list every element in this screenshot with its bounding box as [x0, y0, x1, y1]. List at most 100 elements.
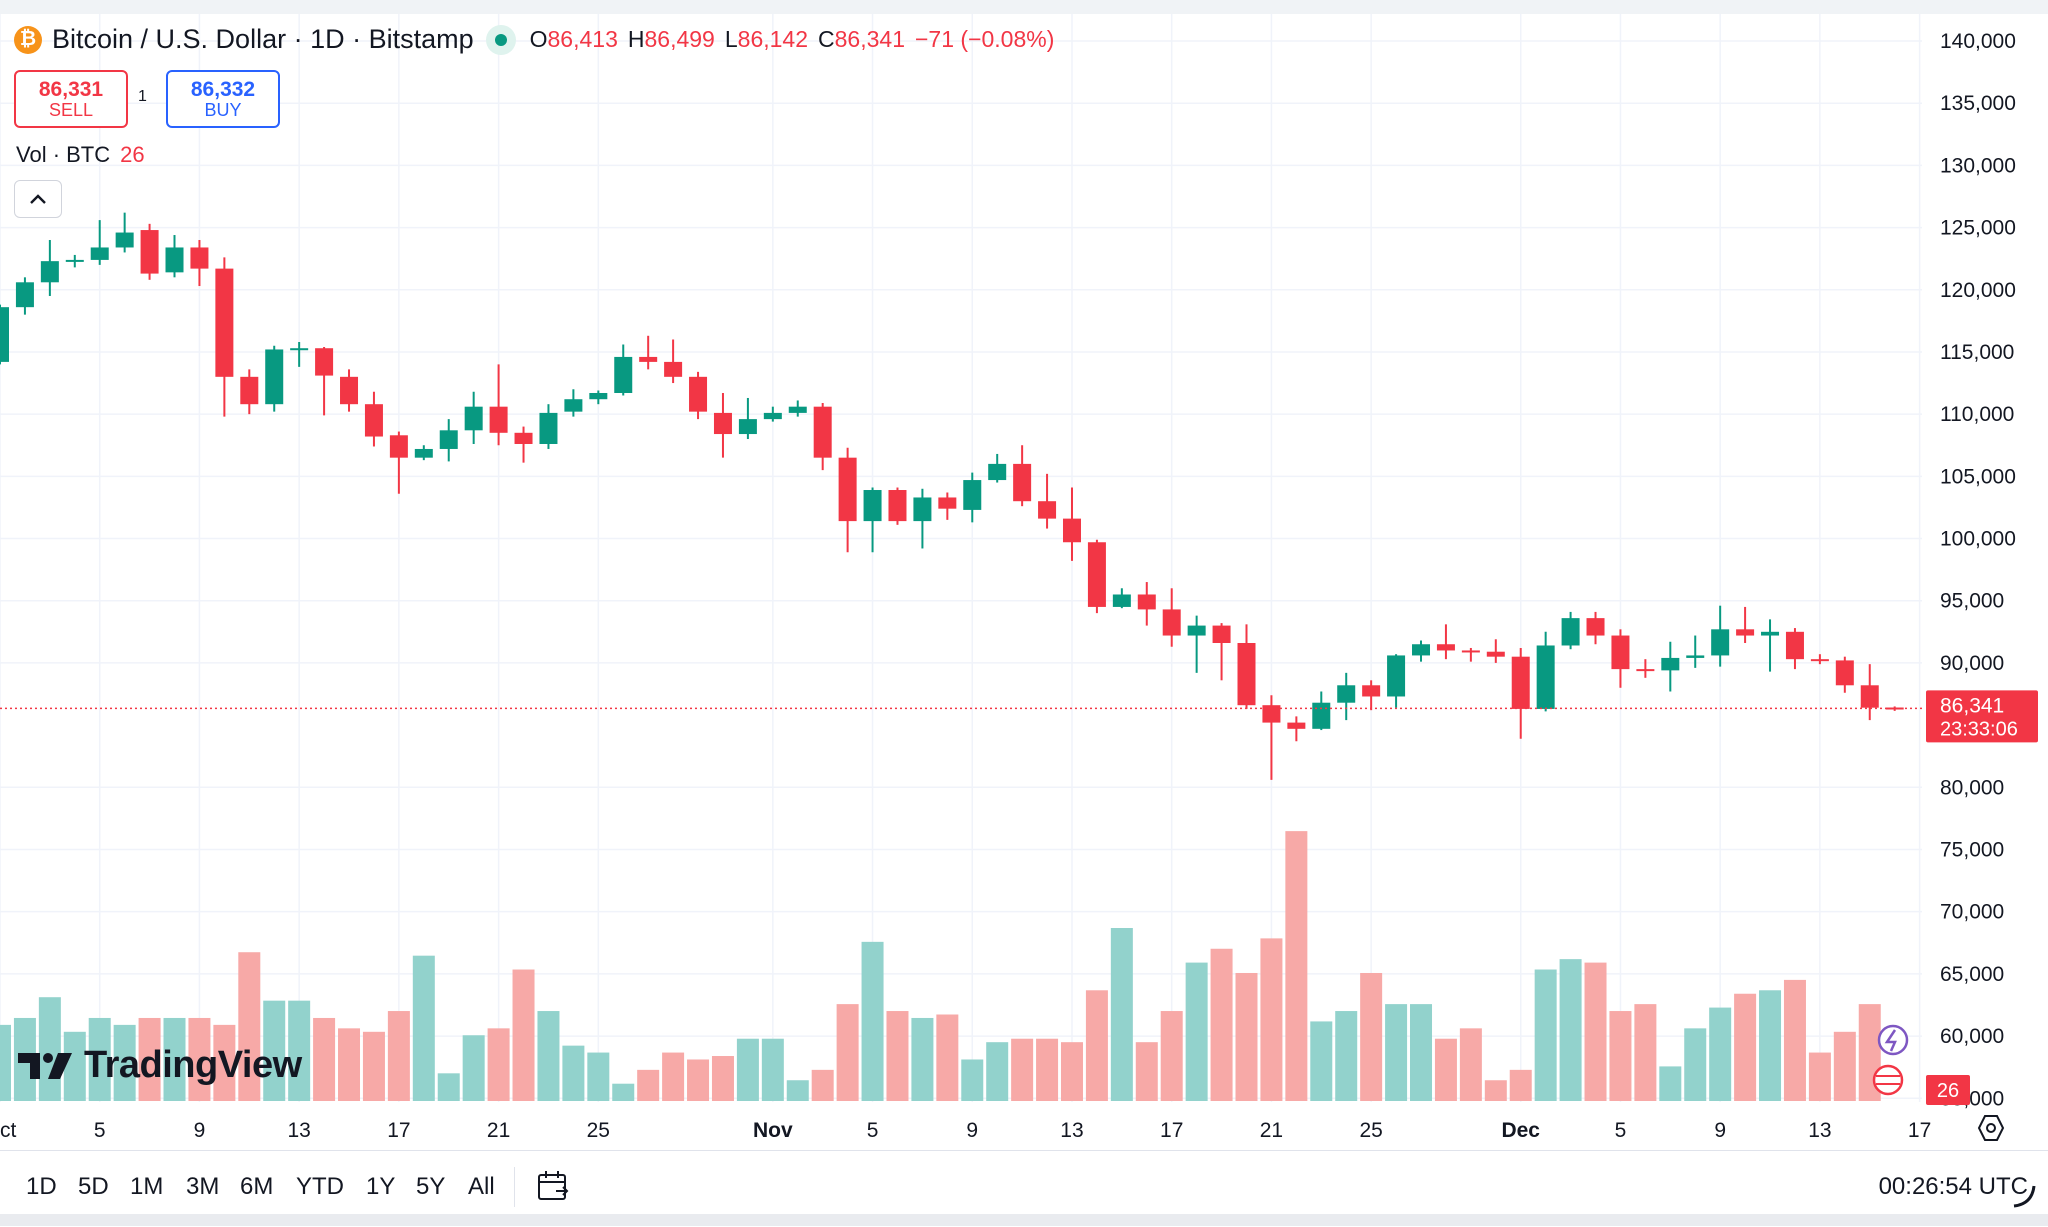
volume-bar — [288, 1000, 311, 1101]
volume-bars — [0, 831, 1881, 1101]
high-label: H — [627, 26, 645, 52]
time-tick-label: 25 — [587, 1119, 610, 1142]
candle-body — [40, 261, 59, 283]
range-all-button[interactable]: All — [468, 1173, 495, 1200]
range-1y-button[interactable]: 1Y — [366, 1173, 396, 1200]
candle-body — [240, 376, 259, 405]
time-tick-label: 17 — [1908, 1119, 1931, 1142]
range-5d-button[interactable]: 5D — [78, 1173, 109, 1200]
candle-body — [1337, 685, 1356, 703]
candle-body — [1187, 625, 1206, 636]
candle-body — [514, 432, 533, 444]
buy-label: BUY — [204, 99, 242, 120]
symbol-title[interactable]: Bitcoin / U.S. Dollar · 1D · Bitstamp — [52, 24, 474, 54]
volume-bar — [188, 1017, 211, 1101]
range-5y-button[interactable]: 5Y — [416, 1173, 446, 1200]
candle-body — [1312, 702, 1331, 729]
candle-body — [1287, 722, 1306, 729]
candle-body — [913, 497, 932, 522]
candle-body — [90, 247, 109, 260]
candle-body — [1087, 542, 1106, 607]
price-tick-label: 70,000 — [1940, 901, 2004, 924]
sell-price: 86,331 — [38, 77, 104, 101]
candle-body — [1736, 629, 1755, 636]
volume-bar — [911, 1017, 934, 1101]
price-tick-label: 90,000 — [1940, 652, 2004, 675]
range-1m-button[interactable]: 1M — [130, 1173, 164, 1200]
range-3m-button[interactable]: 3M — [186, 1173, 220, 1200]
buy-button[interactable]: 86,332 BUY — [166, 70, 280, 128]
volume-bar — [1060, 1042, 1083, 1101]
candle-body — [439, 430, 458, 449]
time-tick-label: 13 — [1060, 1119, 1083, 1142]
range-1d-button[interactable]: 1D — [26, 1173, 57, 1200]
resize-handle-icon[interactable] — [2010, 1182, 2038, 1210]
volume-bar — [1609, 1011, 1632, 1101]
candle-body — [414, 448, 433, 458]
candle-body — [1013, 463, 1032, 502]
candle-body — [115, 232, 134, 248]
tradingview-logo[interactable]: TradingView — [18, 1044, 302, 1087]
last-price-badge — [1926, 690, 2038, 743]
sell-button[interactable]: 86,331 SELL — [14, 70, 128, 128]
volume-bar — [711, 1056, 734, 1101]
tradingview-logo-text: TradingView — [84, 1044, 302, 1086]
candle-body — [788, 406, 807, 413]
candle-body — [1162, 609, 1181, 636]
price-tick-label: 120,000 — [1940, 279, 2016, 302]
candle-body — [1038, 501, 1057, 519]
price-tick-label: 100,000 — [1940, 528, 2016, 551]
candle-body — [315, 348, 334, 376]
volume-bar — [1709, 1007, 1732, 1101]
candlesticks — [0, 212, 1904, 780]
volume-bar — [1559, 959, 1582, 1101]
volume-bar — [1534, 969, 1557, 1101]
volume-bar — [736, 1038, 759, 1101]
volume-bar — [1734, 993, 1757, 1101]
volume-bar — [562, 1045, 585, 1101]
candle-body — [1561, 618, 1580, 646]
range-6m-button[interactable]: 6M — [240, 1173, 274, 1200]
volume-bar — [437, 1073, 460, 1101]
volume-bar — [1135, 1042, 1158, 1101]
volume-bar — [986, 1042, 1009, 1101]
candle-body — [1412, 644, 1431, 656]
time-tick-label: 9 — [1714, 1119, 1726, 1142]
volume-bar — [487, 1028, 510, 1101]
price-chart[interactable]: 140,000 135,000 130,000 125,000 120,000 115,0… — [0, 14, 2048, 1150]
volume-bar — [1759, 990, 1782, 1101]
candle-body — [763, 412, 782, 420]
price-tick-label: 65,000 — [1940, 963, 2004, 986]
volume-bar — [1410, 1004, 1433, 1101]
candle-body — [1362, 685, 1381, 697]
volume-bar — [1584, 962, 1607, 1101]
chevron-up-icon — [30, 194, 46, 204]
volume-bar — [761, 1038, 784, 1101]
volume-bar — [1833, 1031, 1856, 1101]
spread-value: 1 — [138, 88, 147, 105]
candle-body — [1212, 625, 1231, 643]
volume-bar — [1260, 938, 1283, 1101]
volume-bar — [462, 1035, 485, 1101]
volume-bar — [861, 941, 884, 1101]
close-value: 86,341 — [834, 26, 905, 52]
volume-legend[interactable]: Vol · BTC 26 — [16, 142, 145, 168]
collapse-legend-button[interactable] — [14, 180, 62, 218]
candle-body — [888, 490, 907, 522]
volume-bar — [338, 1028, 361, 1101]
top-strip — [0, 0, 2048, 14]
symbol-legend: ₿ Bitcoin / U.S. Dollar · 1D · Bitstamp … — [14, 24, 1054, 55]
candle-body — [1885, 707, 1904, 710]
volume-badge — [1926, 1075, 1970, 1105]
candle-body — [1835, 660, 1854, 686]
volume-bar — [138, 1017, 161, 1101]
calendar-icon[interactable] — [536, 1169, 570, 1203]
candle-body — [1262, 705, 1281, 723]
utc-clock[interactable]: 00:26:54 UTC — [1878, 1173, 2028, 1200]
volume-bar — [1285, 831, 1308, 1101]
range-ytd-button[interactable]: YTD — [296, 1173, 344, 1200]
bar-countdown: 23:33:06 — [1940, 718, 2018, 740]
candle-body — [1611, 635, 1630, 670]
candle-body — [963, 480, 982, 510]
